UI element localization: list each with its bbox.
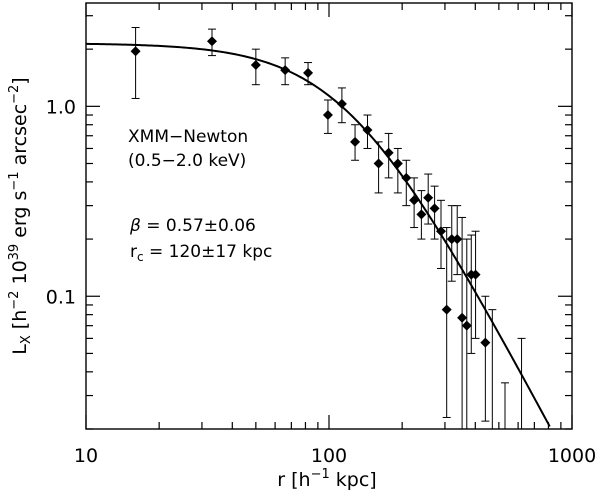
data-point — [423, 192, 434, 203]
data-points — [130, 36, 491, 348]
data-point — [452, 234, 463, 245]
ylabel-sub: X — [19, 335, 34, 344]
ylabel-t5: ] — [9, 77, 31, 84]
xlabel-sup: −1 — [311, 467, 330, 482]
xlabel-main: r [h — [277, 469, 310, 491]
ylabel-s3: −1 — [7, 171, 22, 190]
y-tick-label: 0.1 — [46, 286, 76, 308]
data-point — [322, 110, 333, 121]
x-tick-label: 1000 — [548, 445, 595, 467]
data-point — [409, 195, 420, 206]
rc-subscript: c — [137, 250, 144, 264]
annotation-beta: β = 0.57±0.06 — [129, 216, 256, 236]
data-point — [383, 147, 394, 158]
data-point — [416, 209, 427, 220]
beta-symbol: β — [129, 216, 141, 236]
model-curve-layer — [85, 42, 551, 427]
data-point — [457, 312, 468, 323]
x-axis-ticks — [85, 3, 573, 429]
data-point — [303, 67, 314, 78]
xlabel-tail: kpc] — [330, 469, 377, 491]
ylabel-L: L — [9, 344, 31, 355]
x-tick-label: 100 — [311, 445, 347, 467]
rc-symbol: r — [130, 242, 137, 262]
data-point — [130, 46, 141, 57]
data-point — [206, 36, 217, 47]
y-axis-title: LX [h−2 1039 erg s−1 arcsec−2] — [7, 77, 34, 354]
data-point — [250, 60, 261, 71]
ylabel-t3: erg s — [9, 191, 31, 244]
ylabel-t4: arcsec — [9, 104, 31, 172]
ylabel-s4: −2 — [7, 85, 22, 104]
data-point — [441, 304, 452, 315]
ylabel-s1: −2 — [7, 291, 22, 310]
y-tick-labels: 0.1 1.0 — [46, 96, 76, 308]
ylabel-t2: 10 — [9, 260, 31, 290]
y-tick-label: 1.0 — [46, 96, 76, 118]
data-point — [362, 125, 373, 136]
annotation-instrument: XMM−Newton — [128, 127, 248, 147]
x-tick-labels: 10 100 1000 — [74, 445, 595, 467]
data-point — [429, 203, 440, 214]
data-point — [461, 320, 472, 331]
data-point — [435, 226, 446, 237]
data-point — [401, 172, 412, 183]
model-curve — [85, 42, 551, 427]
beta-value: = 0.57±0.06 — [141, 216, 256, 236]
y-axis-ticks — [86, 15, 572, 430]
data-point — [336, 98, 347, 109]
data-point — [392, 158, 403, 169]
annotation-rc: rc = 120±17 kpc — [130, 242, 272, 264]
ylabel-t1: [h — [9, 310, 31, 336]
data-point — [480, 337, 491, 348]
ylabel-s2: 39 — [7, 244, 22, 261]
rc-value: = 120±17 kpc — [144, 242, 273, 262]
data-point — [446, 234, 457, 245]
data-point — [280, 65, 291, 76]
x-tick-label: 10 — [74, 445, 98, 467]
data-point — [373, 158, 384, 169]
data-point — [470, 269, 481, 280]
data-point — [350, 136, 361, 147]
x-axis-title: r [h−1 kpc] — [277, 467, 376, 491]
annotation-band: (0.5−2.0 keV) — [128, 151, 246, 171]
